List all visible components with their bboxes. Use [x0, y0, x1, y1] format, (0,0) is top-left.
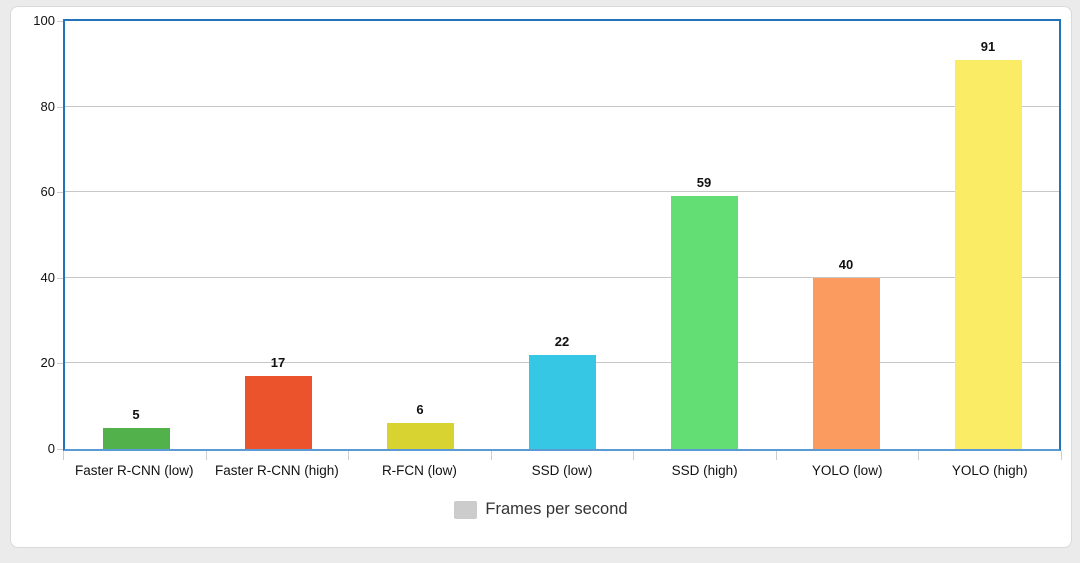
x-tick-mark: [633, 451, 634, 460]
bar-r-fcn-low[interactable]: 6: [386, 402, 454, 449]
y-tick-label-60: 60: [40, 184, 55, 200]
x-tick-mark: [63, 451, 64, 460]
x-tick-mark: [776, 451, 777, 460]
x-tick-mark: [348, 451, 349, 460]
y-tick-label-40: 40: [40, 269, 55, 285]
y-tick-mark-60: [57, 192, 63, 194]
y-tick-label-0: 0: [47, 441, 55, 456]
y-tick-label-100: 100: [33, 13, 55, 28]
bar-slot: 22: [491, 21, 633, 449]
y-tick-mark-0: [57, 449, 63, 450]
x-axis-labels: Faster R-CNN (low) Faster R-CNN (high) R-F…: [63, 463, 1061, 478]
bar-value-label: 91: [980, 38, 996, 54]
bar-value-label: 59: [696, 175, 712, 191]
x-category-label: YOLO (low): [811, 463, 883, 478]
bar-value-label: 22: [554, 333, 570, 349]
x-category-label: Faster R-CNN (high): [214, 463, 339, 478]
y-tick-label-80: 80: [40, 98, 55, 114]
bar-ssd-high[interactable]: 59: [670, 175, 738, 449]
legend-swatch: [454, 500, 478, 519]
x-category-label: SSD (low): [531, 463, 593, 478]
x-category-label: R-FCN (low): [381, 463, 457, 478]
y-tick-mark-20: [57, 363, 63, 365]
gridline-60: [65, 191, 1059, 193]
bar-slot: 6: [349, 21, 491, 449]
bar-value-label: 5: [132, 406, 140, 422]
bar-yolo-low[interactable]: 40: [812, 257, 880, 449]
bar-faster-r-cnn-high[interactable]: 17: [244, 355, 312, 449]
plot-area: 5 17 6 22 59 40 91: [63, 19, 1061, 451]
gridline-80: [65, 105, 1059, 107]
bar-value-label: 40: [838, 256, 854, 272]
y-tick-label-20: 20: [40, 355, 55, 371]
y-tick-mark-40: [57, 277, 63, 279]
bar-value-label: 6: [416, 402, 424, 418]
x-tick-mark: [206, 451, 207, 460]
x-tick-mark: [491, 451, 492, 460]
y-tick-mark-80: [57, 106, 63, 108]
bar-slot: 91: [917, 21, 1059, 449]
legend-label: Frames per second: [485, 500, 628, 518]
bar-slot: 17: [207, 21, 349, 449]
bar-slot: 5: [65, 21, 207, 449]
x-tick-mark: [918, 451, 919, 460]
x-category-label: YOLO (high): [951, 463, 1028, 478]
bar-yolo-high[interactable]: 91: [954, 39, 1022, 449]
bar-value-label: 17: [270, 355, 286, 371]
chart-card: 5 17 6 22 59 40 91 0 20 40 60 80 100 Faster R-CNN (…: [10, 6, 1072, 548]
bars-container: 5 17 6 22 59 40 91: [65, 21, 1059, 449]
legend-item-frames-per-second[interactable]: Frames per second: [11, 500, 1071, 519]
y-tick-mark-100: [57, 21, 63, 22]
x-tick-mark: [1061, 451, 1062, 460]
bar-faster-r-cnn-low[interactable]: 5: [102, 407, 170, 449]
gridline-40: [65, 276, 1059, 278]
x-category-label: SSD (high): [671, 463, 738, 478]
bar-ssd-low[interactable]: 22: [528, 334, 596, 449]
bar-slot: 59: [633, 21, 775, 449]
x-category-label: Faster R-CNN (low): [75, 463, 194, 478]
bar-slot: 40: [775, 21, 917, 449]
